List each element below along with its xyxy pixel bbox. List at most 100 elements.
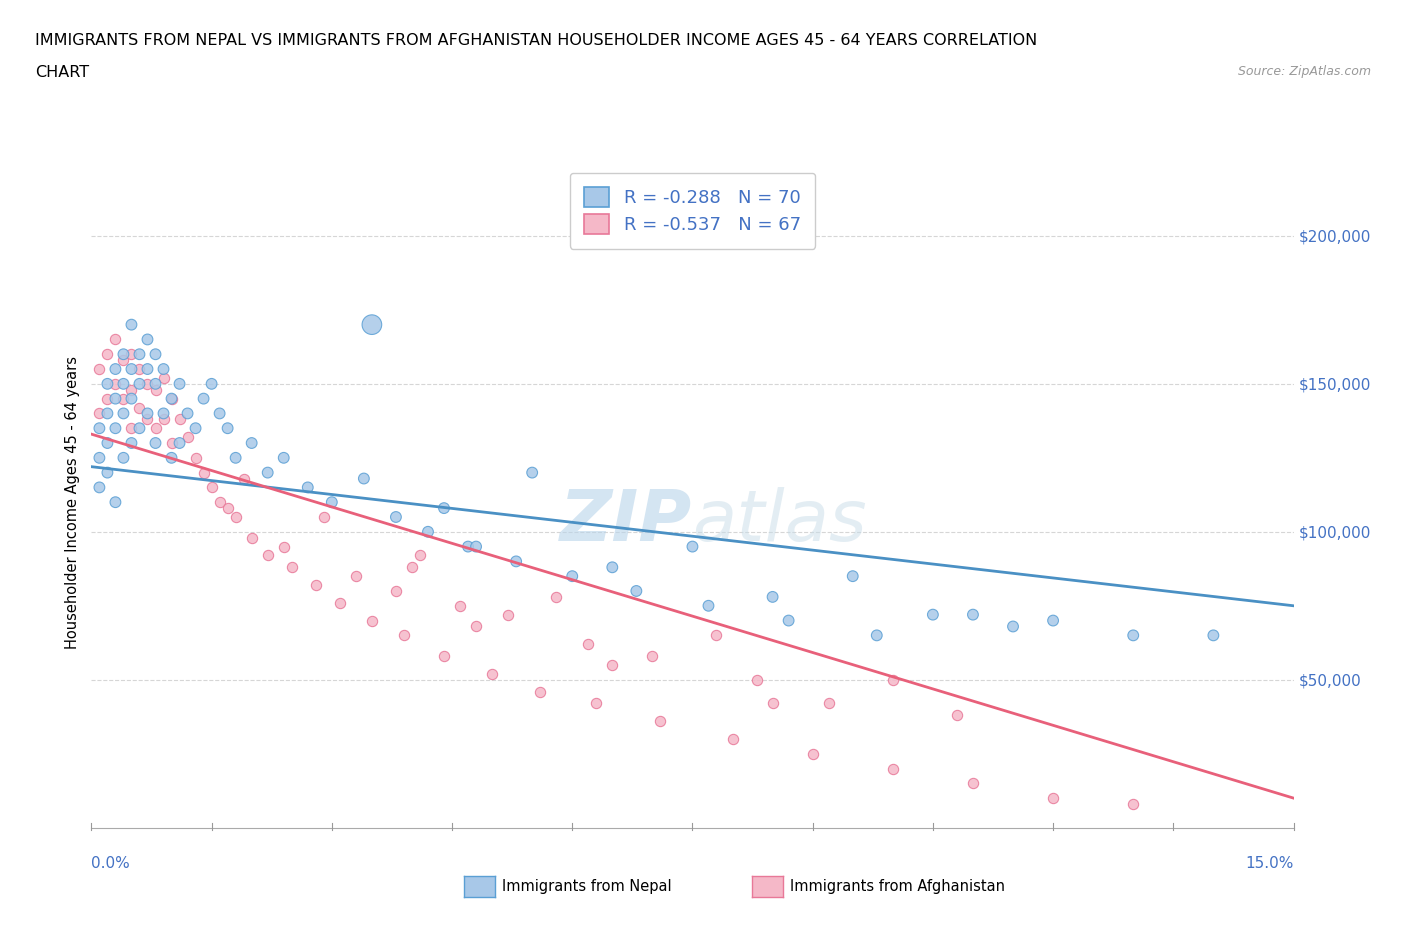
Point — [169, 412, 191, 427]
Point — [208, 406, 231, 421]
Point — [89, 450, 111, 465]
Text: 15.0%: 15.0% — [1246, 856, 1294, 870]
Point — [112, 347, 135, 362]
Point — [121, 435, 143, 450]
Point — [152, 412, 174, 427]
Point — [433, 500, 456, 515]
Point — [281, 560, 304, 575]
Point — [176, 406, 198, 421]
Point — [344, 569, 367, 584]
Text: Immigrants from Nepal: Immigrants from Nepal — [502, 879, 672, 894]
Point — [297, 480, 319, 495]
Point — [745, 672, 768, 687]
Point — [962, 776, 984, 790]
Point — [273, 539, 295, 554]
Point — [240, 435, 263, 450]
Point — [641, 648, 664, 663]
Text: atlas: atlas — [692, 487, 868, 556]
Point — [145, 420, 167, 435]
Point — [104, 332, 127, 347]
Point — [89, 480, 111, 495]
Point — [602, 658, 624, 672]
Point — [217, 420, 239, 435]
Point — [312, 510, 335, 525]
Y-axis label: Householder Income Ages 45 - 64 years: Householder Income Ages 45 - 64 years — [65, 355, 80, 649]
Point — [136, 332, 159, 347]
Point — [385, 583, 408, 598]
Point — [841, 569, 863, 584]
Point — [145, 382, 167, 397]
Point — [697, 598, 720, 613]
Point — [89, 406, 111, 421]
Point — [817, 696, 839, 711]
Point — [576, 637, 599, 652]
Point — [762, 590, 785, 604]
Point — [706, 628, 728, 643]
Point — [273, 450, 295, 465]
Point — [128, 362, 150, 377]
Point — [184, 450, 207, 465]
Point — [201, 377, 224, 392]
Point — [225, 450, 247, 465]
Point — [112, 450, 135, 465]
Point — [256, 465, 278, 480]
Point — [626, 583, 648, 598]
Point — [449, 598, 471, 613]
Point — [121, 362, 143, 377]
Point — [160, 392, 183, 406]
Point — [121, 347, 143, 362]
Point — [522, 465, 544, 480]
Point — [416, 525, 439, 539]
Point — [602, 560, 624, 575]
Point — [136, 412, 159, 427]
Point — [360, 613, 382, 628]
Point — [1001, 619, 1024, 634]
Point — [721, 732, 744, 747]
Point — [762, 696, 785, 711]
Text: 0.0%: 0.0% — [91, 856, 131, 870]
Point — [104, 362, 127, 377]
Point — [505, 554, 527, 569]
Point — [801, 746, 824, 761]
Point — [465, 619, 488, 634]
Point — [160, 435, 183, 450]
Point — [882, 761, 904, 776]
Point — [136, 377, 159, 392]
Point — [457, 539, 479, 554]
Point — [1202, 628, 1225, 643]
Point — [681, 539, 703, 554]
Point — [217, 500, 239, 515]
Point — [96, 406, 118, 421]
Point — [96, 435, 118, 450]
Point — [169, 377, 191, 392]
Point — [89, 362, 111, 377]
Point — [104, 392, 127, 406]
Point — [96, 392, 118, 406]
Point — [392, 628, 415, 643]
Point — [778, 613, 800, 628]
Point — [89, 420, 111, 435]
Point — [152, 406, 174, 421]
Point — [96, 465, 118, 480]
Point — [882, 672, 904, 687]
Point — [169, 435, 191, 450]
Point — [145, 377, 167, 392]
Point — [193, 465, 215, 480]
Point — [112, 352, 135, 367]
Text: IMMIGRANTS FROM NEPAL VS IMMIGRANTS FROM AFGHANISTAN HOUSEHOLDER INCOME AGES 45 : IMMIGRANTS FROM NEPAL VS IMMIGRANTS FROM… — [35, 33, 1038, 47]
Point — [866, 628, 889, 643]
Point — [160, 450, 183, 465]
Point — [128, 347, 150, 362]
Point — [546, 590, 568, 604]
Point — [136, 362, 159, 377]
Point — [152, 370, 174, 385]
Point — [360, 317, 382, 332]
Point — [385, 510, 408, 525]
Point — [104, 495, 127, 510]
Point — [529, 684, 551, 699]
Point — [240, 530, 263, 545]
Point — [1042, 790, 1064, 805]
Point — [121, 317, 143, 332]
Point — [225, 510, 247, 525]
Point — [145, 347, 167, 362]
